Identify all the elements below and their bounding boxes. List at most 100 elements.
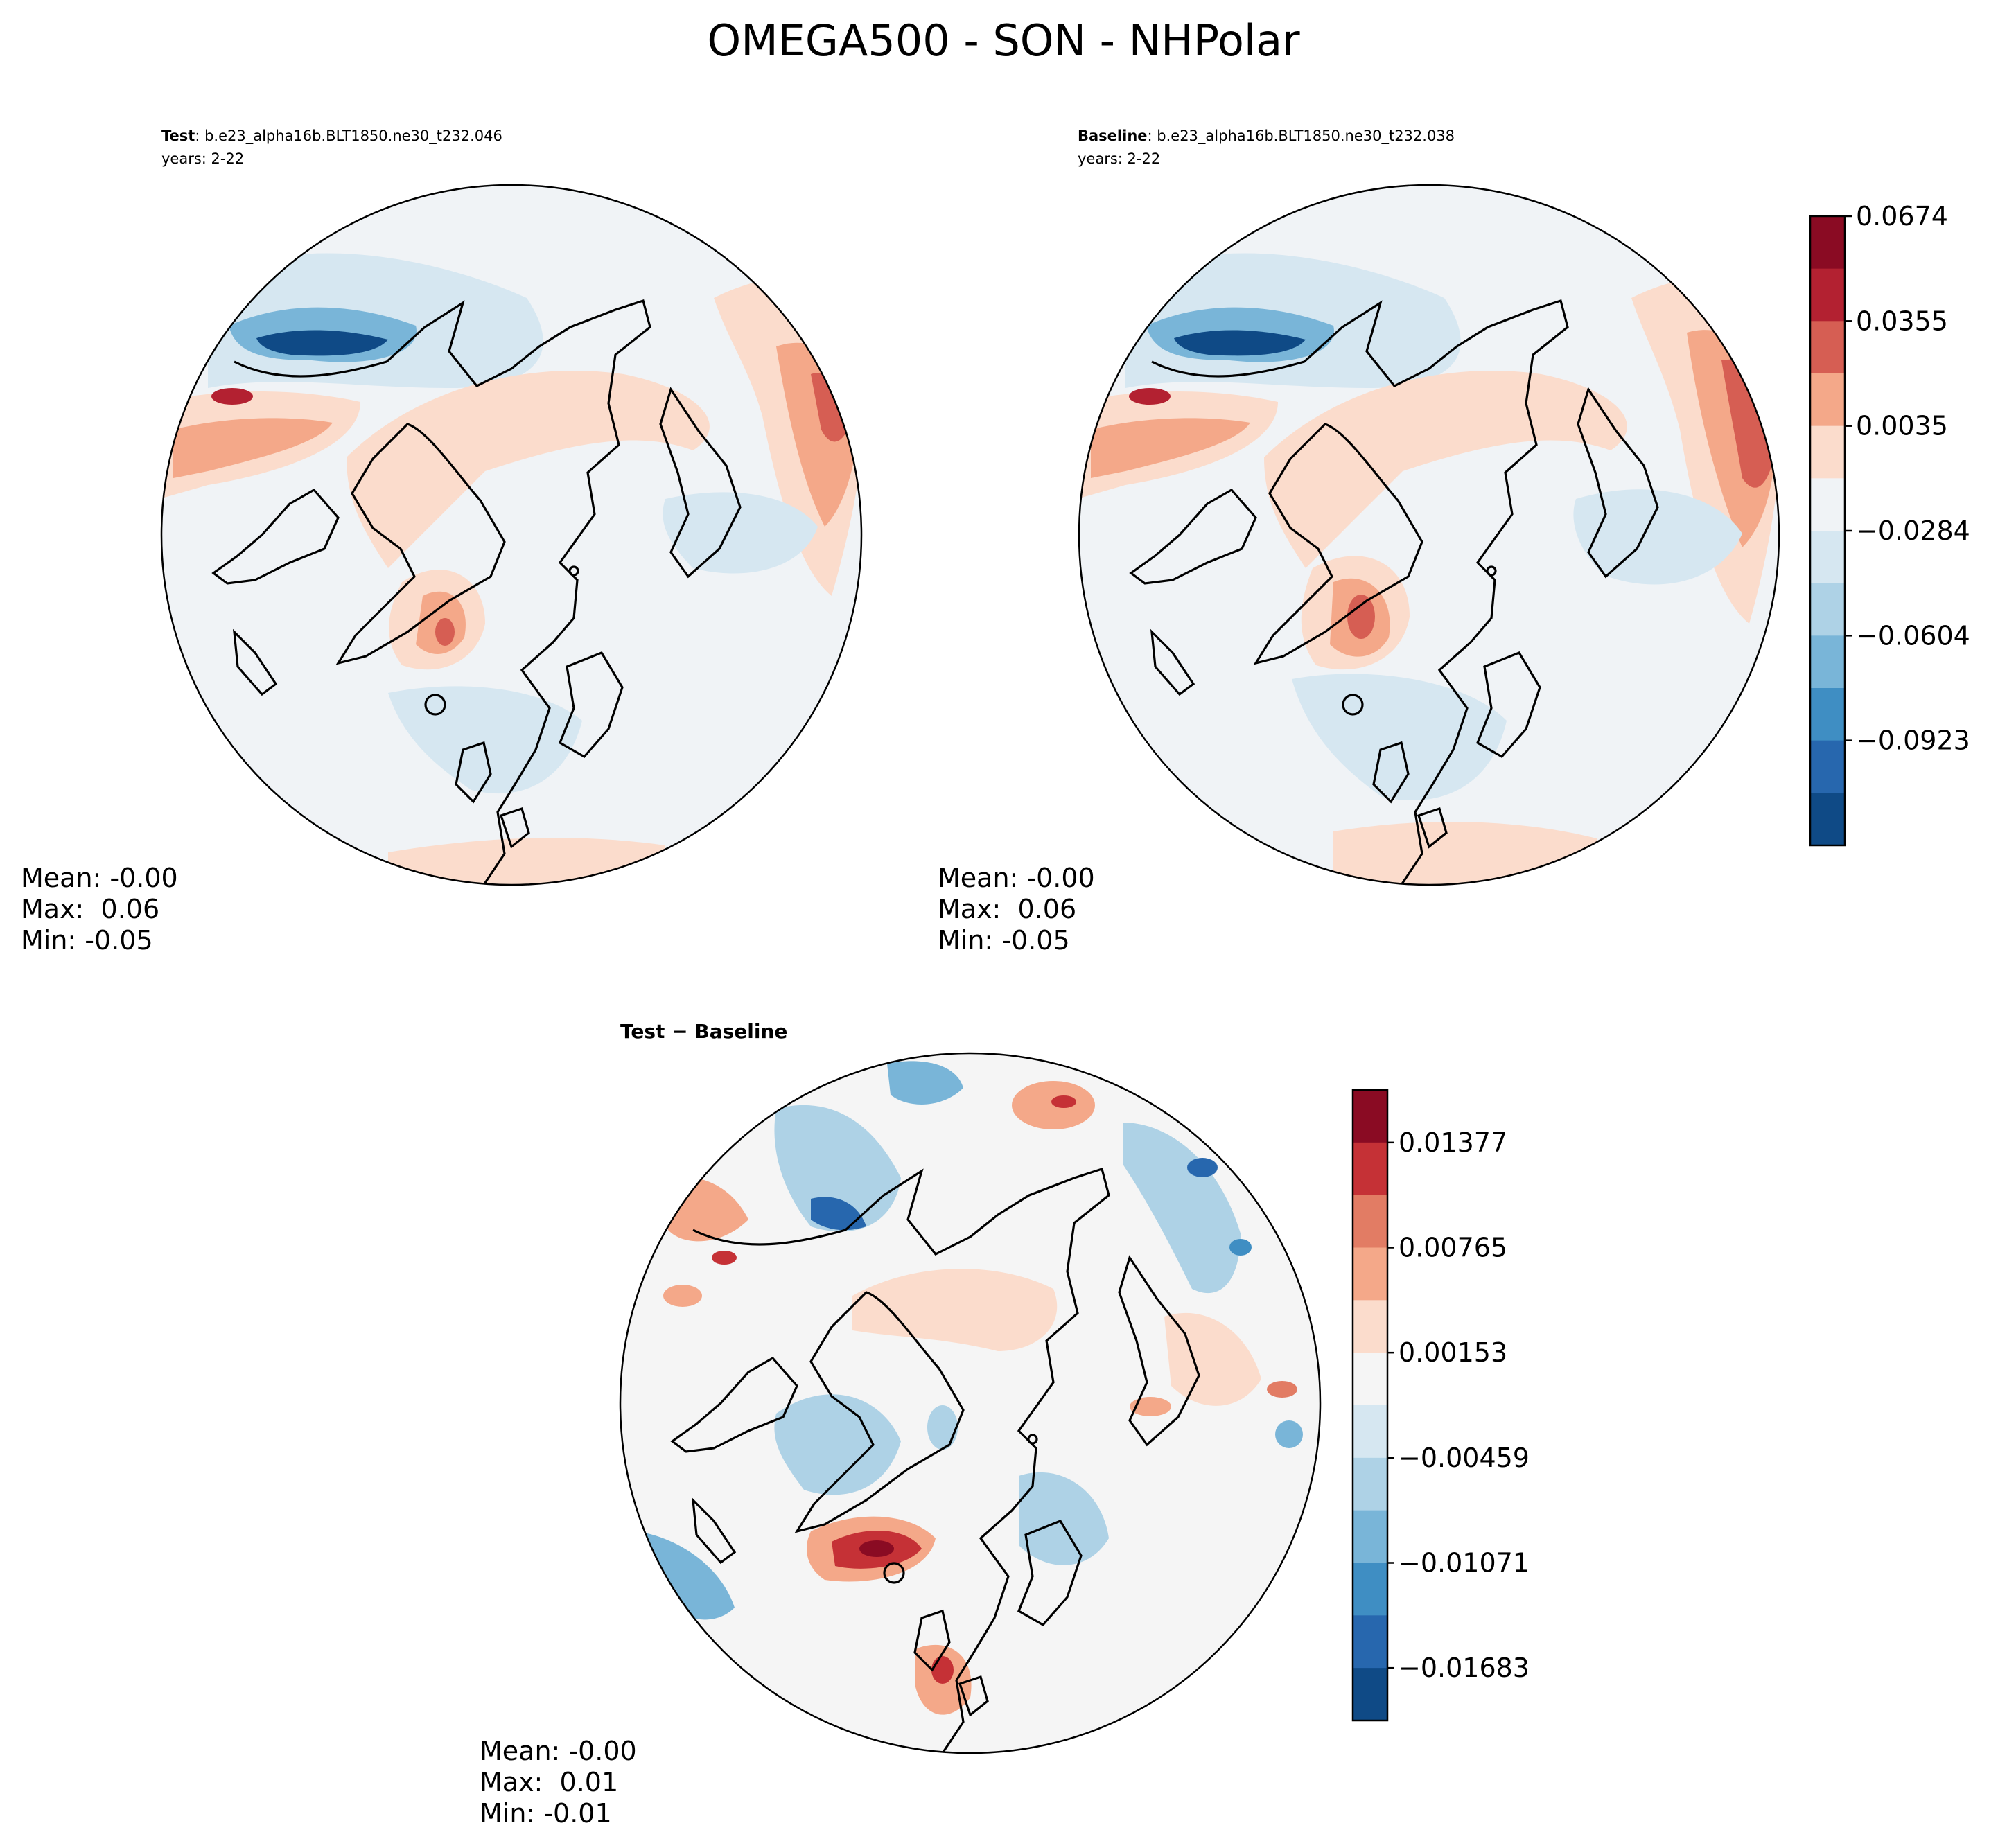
baseline-title-case: : b.e23_alpha16b.BLT1850.ne30_t232.038 xyxy=(1148,127,1455,145)
difference-colorbar-swatch xyxy=(1353,1247,1387,1301)
baseline-field-blue-atlantic xyxy=(1292,674,1507,801)
difference-map-boundary xyxy=(619,1052,1322,1754)
difference-colorbar-swatch xyxy=(1353,1090,1387,1143)
main-colorbar-tick-label: −0.0604 xyxy=(1856,620,1970,651)
baseline-field-blue-pacific xyxy=(1573,489,1742,585)
main-colorbar-swatch xyxy=(1810,635,1845,689)
diff-field-blue-top xyxy=(887,1061,963,1105)
diff-field-blue-north-core xyxy=(811,1197,866,1231)
difference-colorbar-swatch xyxy=(1353,1668,1387,1721)
main-colorbar-swatch xyxy=(1810,793,1845,846)
difference-colorbar-tick-label: 0.01377 xyxy=(1399,1127,1507,1158)
difference-stat-max: Max: 0.01 xyxy=(480,1767,618,1797)
diff-field-red-mid xyxy=(1130,1397,1171,1416)
difference-colorbar-swatch xyxy=(1353,1457,1387,1511)
diff-field-blue-scandinavia xyxy=(1019,1472,1109,1565)
baseline-panel: Baseline: b.e23_alpha16b.BLT1850.ne30_t2… xyxy=(938,127,1780,956)
test-panel: Test: b.e23_alpha16b.BLT1850.ne30_t232.0… xyxy=(21,127,863,956)
main-colorbar-swatch xyxy=(1810,425,1845,479)
main-colorbar-swatch xyxy=(1810,216,1845,270)
baseline-title-bold: Baseline xyxy=(1078,127,1148,144)
diff-field-red-iceland-max xyxy=(859,1540,894,1557)
diff-field-blue-northeast xyxy=(1123,1123,1241,1294)
test-title-case: : b.e23_alpha16b.BLT1850.ne30_t232.046 xyxy=(195,127,502,145)
difference-stat-min: Min: -0.01 xyxy=(480,1798,612,1829)
baseline-field-red-left-core xyxy=(1091,418,1250,478)
diff-field-blue-mid xyxy=(927,1405,958,1450)
test-map-boundary xyxy=(160,184,863,886)
baseline-field-blue-min xyxy=(1174,330,1306,356)
baseline-stat-max: Max: 0.06 xyxy=(938,894,1076,924)
baseline-map-boundary xyxy=(1078,184,1780,886)
test-years: years: 2-22 xyxy=(161,150,244,167)
baseline-years: years: 2-22 xyxy=(1078,150,1160,167)
test-field-blue-atlantic xyxy=(388,686,582,794)
baseline-stat-min: Min: -0.05 xyxy=(938,925,1070,956)
test-field-red-left-max xyxy=(211,388,253,405)
difference-colorbar-swatch xyxy=(1353,1615,1387,1669)
diff-field-red-west-2 xyxy=(663,1285,702,1307)
diff-field-red-uk-core xyxy=(931,1656,954,1684)
test-field-blue-min xyxy=(256,330,388,356)
difference-colorbar-swatch xyxy=(1353,1300,1387,1353)
difference-colorbar-tick-label: 0.00765 xyxy=(1399,1233,1507,1263)
diff-field-red-arctic xyxy=(852,1269,1058,1351)
test-field-red-greenland-max xyxy=(435,618,455,646)
baseline-map xyxy=(1079,185,1779,885)
main-colorbar-swatch xyxy=(1810,268,1845,322)
main-colorbar-swatch xyxy=(1810,321,1845,374)
diff-field-blue-north xyxy=(774,1105,901,1232)
test-field-blue-pacific xyxy=(663,492,818,574)
main-colorbar-tick-label: 0.0355 xyxy=(1856,306,1948,336)
diff-field-blue-greenland xyxy=(774,1394,901,1495)
test-map xyxy=(161,185,861,885)
main-colorbar-swatch xyxy=(1810,688,1845,741)
difference-colorbar-swatch xyxy=(1353,1405,1387,1459)
figure-title: OMEGA500 - SON - NHPolar xyxy=(707,15,1300,66)
difference-colorbar-swatch xyxy=(1353,1142,1387,1196)
difference-map xyxy=(620,1053,1320,1753)
main-colorbar-tick-label: 0.0674 xyxy=(1856,201,1948,231)
main-colorbar-tick-label: 0.0035 xyxy=(1856,411,1948,441)
difference-colorbar-swatch xyxy=(1353,1195,1387,1248)
baseline-title: Baseline: b.e23_alpha16b.BLT1850.ne30_t2… xyxy=(1078,127,1455,145)
diff-field-red-top xyxy=(1012,1081,1095,1129)
test-stat-mean: Mean: -0.00 xyxy=(21,863,178,893)
difference-colorbar-swatch xyxy=(1353,1353,1387,1406)
difference-title: Test − Baseline xyxy=(620,1020,787,1043)
test-stat-min: Min: -0.05 xyxy=(21,925,153,956)
test-title: Test: b.e23_alpha16b.BLT1850.ne30_t232.0… xyxy=(161,127,502,145)
baseline-field-red-greenland-max xyxy=(1347,595,1375,639)
diff-field-red-top-core xyxy=(1051,1095,1076,1108)
difference-colorbar-swatch xyxy=(1353,1510,1387,1563)
difference-colorbar-frame xyxy=(1351,1089,1389,1722)
main-colorbar-tick-label: −0.0923 xyxy=(1856,725,1970,756)
difference-colorbar-tick-label: −0.00459 xyxy=(1399,1443,1530,1473)
baseline-field-red-arctic xyxy=(1264,371,1627,568)
difference-colorbar-tick-label: 0.00153 xyxy=(1399,1337,1507,1368)
main-colorbar-tick-label: −0.0284 xyxy=(1856,516,1970,546)
main-colorbar-swatch xyxy=(1810,373,1845,427)
main-colorbar-swatch xyxy=(1810,531,1845,584)
baseline-stat-mean: Mean: -0.00 xyxy=(938,863,1095,893)
main-colorbar-swatch xyxy=(1810,583,1845,636)
difference-colorbar: 0.01377 0.00765 0.00153 −0.00459 −0.01071 −0.… xyxy=(1351,1089,1530,1722)
main-colorbar: 0.0674 0.0355 0.0035 −0.0284 −0.0604 −0.0923 xyxy=(1809,201,1970,847)
test-stat-max: Max: 0.06 xyxy=(21,894,159,924)
difference-panel: Test − Baseline xyxy=(480,1020,1322,1829)
test-field-red-left-core xyxy=(173,418,333,478)
difference-colorbar-tick-label: −0.01683 xyxy=(1399,1653,1530,1683)
diff-field-blue-east-min xyxy=(1229,1239,1252,1256)
diff-field-red-east-core xyxy=(1267,1381,1297,1398)
diff-field-red-west-core xyxy=(712,1251,737,1265)
difference-colorbar-swatch xyxy=(1353,1563,1387,1616)
difference-colorbar-tick-label: −0.01071 xyxy=(1399,1548,1530,1578)
baseline-field-red-left-max xyxy=(1129,388,1171,405)
main-colorbar-swatch xyxy=(1810,478,1845,531)
test-field-red-arctic xyxy=(347,371,710,568)
difference-stat-mean: Mean: -0.00 xyxy=(480,1736,637,1766)
diff-field-red-east xyxy=(1164,1312,1261,1406)
diff-field-blue-east xyxy=(1275,1420,1303,1448)
main-colorbar-swatch xyxy=(1810,740,1845,793)
